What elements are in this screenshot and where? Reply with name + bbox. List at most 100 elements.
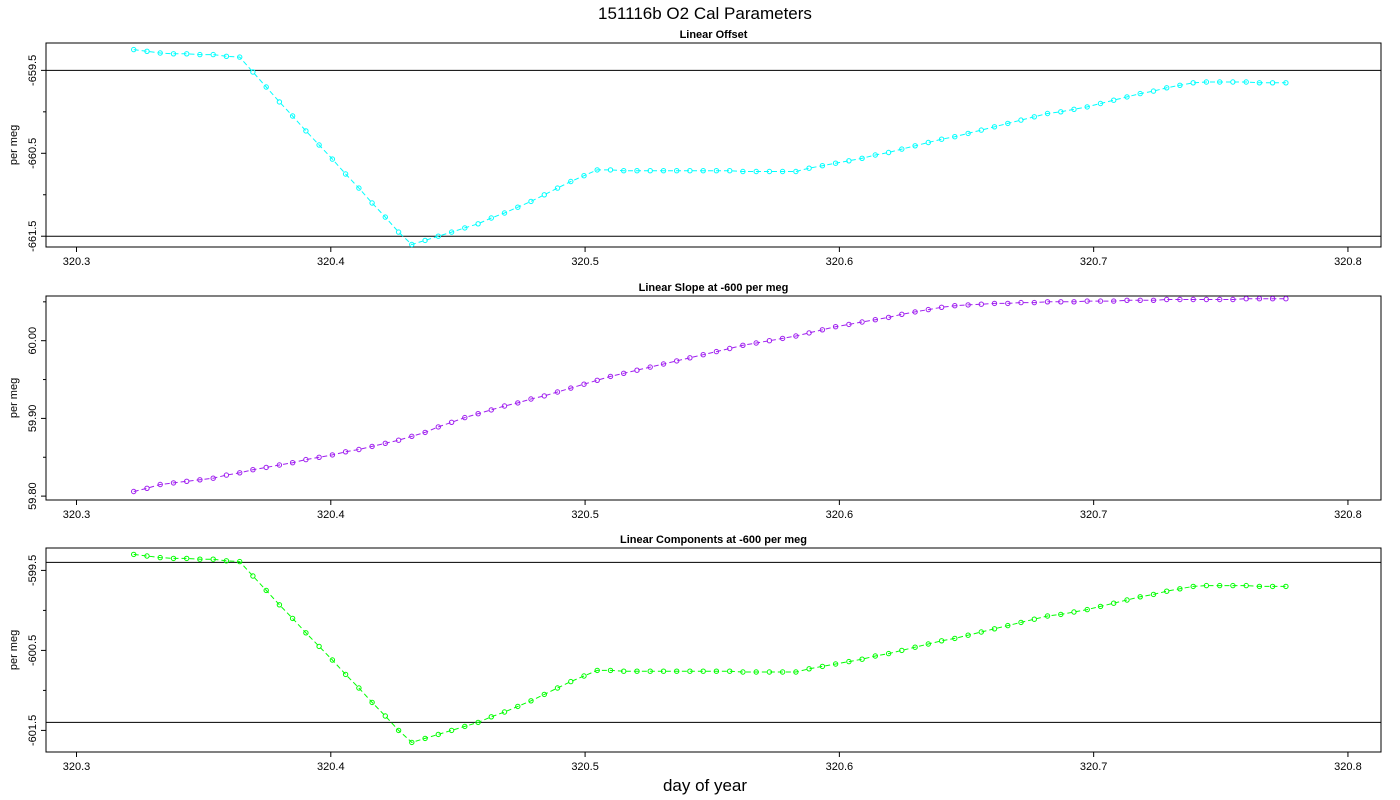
x-tick-label: 320.7 [1080, 256, 1108, 268]
y-axis-label: per meg [8, 378, 20, 418]
data-point [210, 556, 216, 562]
data-point [806, 330, 812, 336]
data-point [899, 647, 905, 654]
y-tick-label: -600.5 [27, 635, 39, 666]
data-point [1005, 120, 1011, 127]
data-point [515, 204, 521, 210]
data-point [303, 630, 309, 636]
data-point [594, 667, 600, 674]
data-point [1256, 296, 1263, 302]
data-point [925, 139, 931, 146]
data-point [1111, 97, 1117, 103]
data-point [621, 668, 627, 674]
data-point [1058, 299, 1064, 305]
data-point [1150, 88, 1157, 94]
data-point [237, 470, 243, 476]
data-point [965, 632, 971, 638]
data-point [952, 134, 958, 140]
data-point [647, 168, 653, 174]
data-point [1018, 117, 1024, 123]
data-point [144, 485, 150, 491]
panel-3: Linear Components at -600 per meg per meg… [8, 534, 1382, 773]
data-point [276, 462, 283, 468]
x-tick-label: 320.4 [317, 256, 345, 268]
data-point [1018, 299, 1024, 306]
data-point [342, 671, 349, 678]
data-point [581, 173, 587, 179]
data-point [356, 185, 362, 191]
data-point [740, 669, 746, 675]
data-point [991, 124, 998, 130]
data-point [184, 478, 190, 484]
data-point [184, 51, 190, 57]
data-point [991, 626, 998, 632]
data-point [329, 452, 336, 458]
x-tick-label: 320.3 [63, 509, 91, 521]
data-point [832, 661, 839, 667]
data-point [422, 237, 428, 244]
data-point [157, 481, 163, 488]
data-point [753, 669, 759, 675]
x-tick-label: 320.8 [1334, 761, 1362, 773]
data-point [1084, 606, 1090, 613]
data-point [779, 335, 786, 342]
data-point [250, 69, 256, 75]
data-point [448, 419, 455, 425]
data-point [978, 127, 984, 133]
data-point [1111, 600, 1117, 606]
data-point [528, 198, 534, 205]
x-tick-label: 320.5 [571, 509, 599, 521]
data-point [1124, 94, 1130, 100]
y-tick-label: 60.00 [27, 327, 39, 355]
data-point [554, 389, 561, 395]
data-point [660, 361, 667, 367]
data-point [727, 345, 733, 352]
data-point [872, 152, 878, 158]
data-point [541, 393, 547, 399]
data-point [541, 691, 547, 698]
data-point [806, 666, 812, 672]
data-point [594, 167, 600, 173]
data-point [170, 480, 177, 486]
data-point [1190, 296, 1196, 303]
data-point [289, 460, 296, 466]
data-point [1111, 298, 1117, 304]
data-point [912, 644, 918, 650]
data-point [621, 168, 627, 174]
data-point [1283, 296, 1289, 302]
data-point [925, 641, 931, 647]
data-point [316, 643, 322, 650]
data-point [607, 167, 614, 173]
data-point [1217, 582, 1223, 589]
data-point [422, 735, 428, 742]
data-point [342, 449, 349, 455]
data-point [1018, 619, 1024, 626]
y-tick-label: -601.5 [27, 715, 39, 746]
data-point [276, 99, 283, 105]
data-point [541, 192, 547, 198]
data-point [634, 168, 640, 174]
data-point [1071, 106, 1077, 113]
data-point [184, 555, 190, 562]
data-point [1243, 296, 1249, 302]
series-line [133, 298, 1286, 492]
data-point [766, 338, 773, 344]
data-point [793, 333, 799, 339]
data-point [554, 185, 561, 191]
data-point [753, 168, 759, 175]
data-point [369, 200, 375, 206]
data-point [488, 714, 494, 720]
data-point [700, 668, 706, 674]
data-point [766, 669, 773, 675]
data-point [435, 424, 441, 430]
y-tick-label: 59.90 [27, 405, 39, 433]
data-point [197, 477, 203, 483]
x-tick-label: 320.6 [826, 761, 854, 773]
data-point [289, 113, 296, 119]
data-point [779, 168, 786, 175]
data-point [1150, 591, 1157, 598]
data-point [356, 685, 362, 691]
data-point [938, 304, 945, 310]
data-point [223, 558, 230, 564]
data-point [899, 146, 905, 152]
